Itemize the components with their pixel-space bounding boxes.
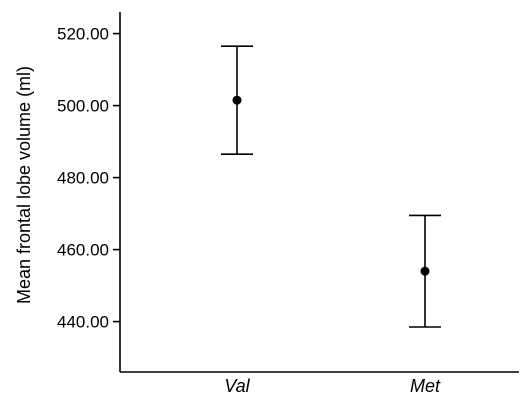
y-tick-label: 520.00: [57, 25, 109, 44]
y-tick-label: 460.00: [57, 241, 109, 260]
y-tick-label: 440.00: [57, 313, 109, 332]
mean-point: [232, 95, 242, 105]
x-axis-labels: Val Met: [224, 376, 441, 396]
x-category-label: Met: [410, 376, 441, 396]
mean-point: [420, 266, 430, 276]
y-tick-label: 500.00: [57, 97, 109, 116]
axes: [119, 12, 519, 373]
data-marks: [221, 45, 441, 328]
y-axis-ticks: 440.00 460.00 480.00 500.00 520.00: [57, 25, 120, 332]
y-tick-label: 480.00: [57, 169, 109, 188]
x-category-label: Val: [224, 376, 250, 396]
y-axis-title: Mean frontal lobe volume (ml): [14, 66, 34, 304]
